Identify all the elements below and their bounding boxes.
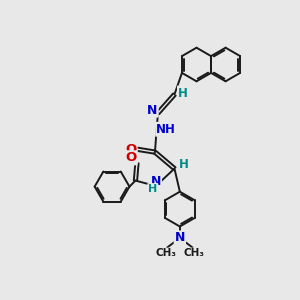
Text: H: H xyxy=(148,184,158,194)
Text: N: N xyxy=(175,231,185,244)
Text: O: O xyxy=(125,151,136,164)
Text: NH: NH xyxy=(156,123,176,136)
Text: CH₃: CH₃ xyxy=(184,248,205,259)
Text: H: H xyxy=(178,158,188,172)
Text: N: N xyxy=(151,175,161,188)
Text: N: N xyxy=(147,103,158,117)
Text: O: O xyxy=(125,142,136,156)
Text: CH₃: CH₃ xyxy=(155,248,176,259)
Text: H: H xyxy=(178,86,188,100)
